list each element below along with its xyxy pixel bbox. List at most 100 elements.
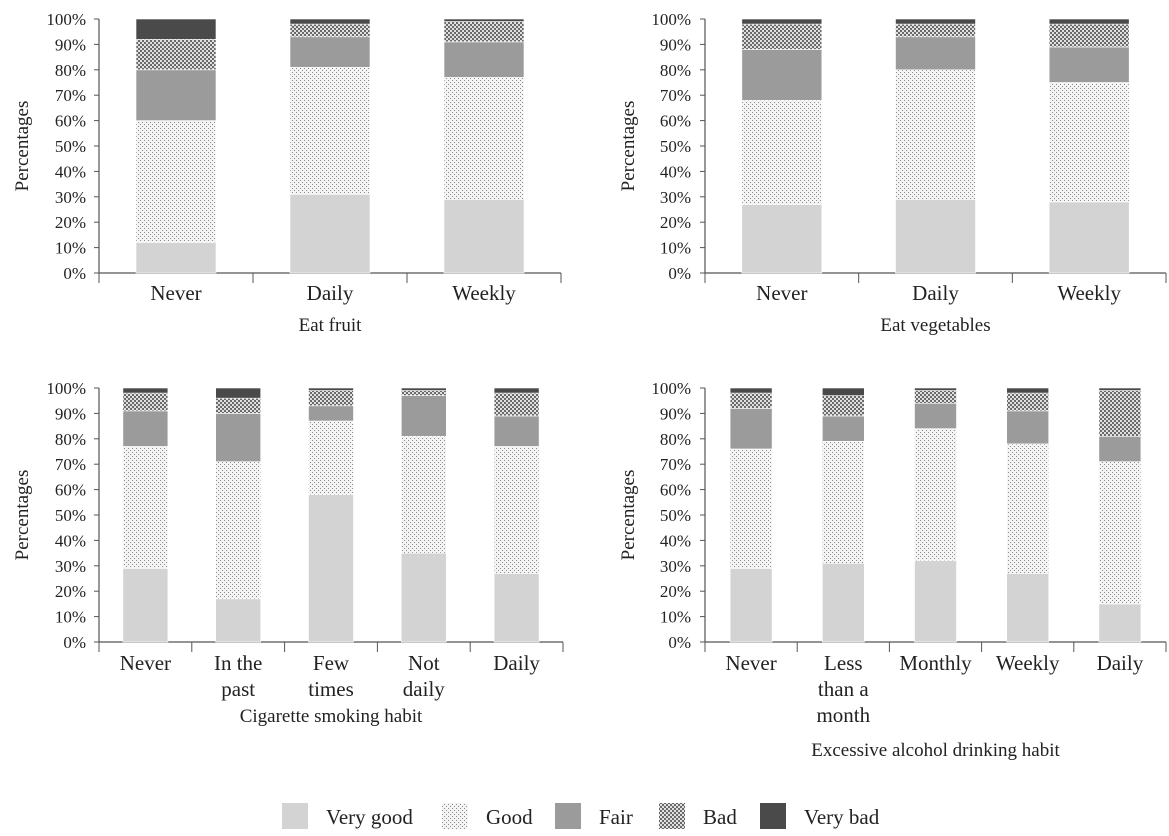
bar-segment-bad <box>1006 392 1050 412</box>
bar-segment-very-bad <box>215 387 261 399</box>
y-tick-label: 90% <box>660 404 691 423</box>
x-category-label: Never <box>756 281 807 305</box>
y-tick-label: 40% <box>55 531 86 550</box>
legend-label: Fair <box>599 805 633 829</box>
bar-segment-bad <box>895 23 976 38</box>
bar-segment-very-good <box>729 568 773 643</box>
legend-item-fair: Fair <box>555 803 633 829</box>
x-category-label-line: Daily <box>912 281 959 305</box>
x-category-label: Never <box>120 651 171 675</box>
y-tick-label: 20% <box>55 213 86 232</box>
x-category-label: Daily <box>307 281 354 305</box>
chart-panel-4: 0% 10% 20% 30% 40% 50% 60% 70% 80% 90% 100% Never Le… <box>618 379 1167 761</box>
bar-segment-very-good <box>308 494 354 643</box>
legend-swatch <box>282 803 308 829</box>
bar-segment-very-bad <box>895 18 976 25</box>
y-tick-label: 50% <box>660 137 691 156</box>
chart-panel-2: 0% 10% 20% 30% 40% 50% 60% 70% 80% 90% 100% Never Da… <box>618 10 1167 336</box>
bar-segment-fair <box>1098 435 1142 462</box>
x-category-label-line: Never <box>725 651 776 675</box>
x-category-label: Never <box>150 281 201 305</box>
x-category-label: Monthly <box>899 651 972 675</box>
bar-segment-fair <box>741 49 823 101</box>
bar-segment-very-good <box>1048 201 1130 274</box>
y-tick-label: 40% <box>660 162 691 181</box>
y-tick-label: 90% <box>55 35 86 54</box>
bar-segment-good <box>741 99 823 205</box>
y-tick-label: 20% <box>660 213 691 232</box>
bar-segment-fair <box>289 36 371 68</box>
legend-item-very-bad: Very bad <box>760 803 880 829</box>
bar-segment-good <box>400 435 447 554</box>
bar-segment-very-good <box>493 573 540 643</box>
x-category-label-line: Monthly <box>899 651 972 675</box>
bar-segment-very-bad <box>308 387 354 391</box>
chart-panel-1: 0% 10% 20% 30% 40% 50% 60% 70% 80% 90% 100% Never Da… <box>12 10 562 336</box>
y-tick-label: 70% <box>55 455 86 474</box>
bar-segment-very-bad <box>741 18 823 25</box>
bar-segment-very-bad <box>443 18 525 22</box>
bar-segment-very-good <box>135 242 217 274</box>
legend-label: Bad <box>703 805 737 829</box>
y-tick-label: 60% <box>55 481 86 500</box>
x-category-label: Weekly <box>452 281 516 305</box>
bar-segment-fair <box>308 405 354 422</box>
bar-segment-very-bad <box>289 18 371 25</box>
y-tick-label: 70% <box>660 86 691 105</box>
x-category-label-line: Never <box>120 651 171 675</box>
y-tick-label: 100% <box>651 10 691 29</box>
bar-segment-bad <box>215 397 261 414</box>
x-category-label-line: Few <box>313 651 350 675</box>
y-tick-label: 80% <box>660 61 691 80</box>
y-tick-label: 30% <box>660 188 691 207</box>
legend-item-bad: Bad <box>659 803 737 829</box>
x-category-label-line: Weekly <box>452 281 516 305</box>
bar-segment-very-bad <box>1048 18 1130 25</box>
x-category-label-line: Weekly <box>1057 281 1121 305</box>
bar-segment-good <box>289 66 371 195</box>
bar-segment-bad <box>493 392 540 417</box>
y-tick-label: 30% <box>660 557 691 576</box>
bar-segment-very-good <box>215 598 261 643</box>
bar-segment-fair <box>122 410 169 447</box>
legend-swatch <box>555 803 581 829</box>
y-tick-label: 10% <box>660 608 691 627</box>
bar-segment-very-bad <box>135 18 217 40</box>
bar-segment-fair <box>135 69 217 121</box>
bar-segment-good <box>729 448 773 569</box>
y-tick-label: 10% <box>660 239 691 258</box>
y-tick-label: 20% <box>660 582 691 601</box>
legend-swatch <box>659 803 685 829</box>
bar-segment-fair <box>821 415 865 442</box>
y-axis-title: Percentages <box>618 470 639 561</box>
bar-segment-bad <box>135 39 217 71</box>
bar-segment-very-bad <box>914 387 957 391</box>
bar-segment-bad <box>729 392 773 409</box>
x-category-label-line: Daily <box>1097 651 1144 675</box>
bar-segment-fair <box>895 36 976 71</box>
y-tick-label: 30% <box>55 188 86 207</box>
bar-segment-good <box>493 446 540 574</box>
bar-segment-fair <box>443 41 525 78</box>
y-tick-label: 60% <box>55 112 86 131</box>
bar-segment-fair <box>1048 46 1130 83</box>
y-tick-label: 50% <box>55 506 86 525</box>
bar-segment-very-bad <box>821 387 865 396</box>
bar-segment-very-good <box>1098 603 1142 643</box>
bar-segment-good <box>1098 461 1142 605</box>
bar-segment-very-good <box>741 204 823 274</box>
bar-segment-very-bad <box>493 387 540 394</box>
panel-title: Eat fruit <box>299 315 363 336</box>
x-category-label-line: times <box>308 677 354 701</box>
y-axis-title: Percentages <box>12 101 33 192</box>
bar-segment-good <box>821 441 865 564</box>
y-tick-label: 0% <box>63 264 86 283</box>
bar-segment-good <box>895 69 976 200</box>
x-category-label-line: daily <box>403 677 445 701</box>
bar-segment-fair <box>914 402 957 429</box>
bar-segment-very-bad <box>122 387 169 394</box>
bar-segment-good <box>914 428 957 562</box>
bar-segment-bad <box>1098 390 1142 437</box>
x-category-label: Daily <box>912 281 959 305</box>
x-category-label: Daily <box>1097 651 1144 675</box>
